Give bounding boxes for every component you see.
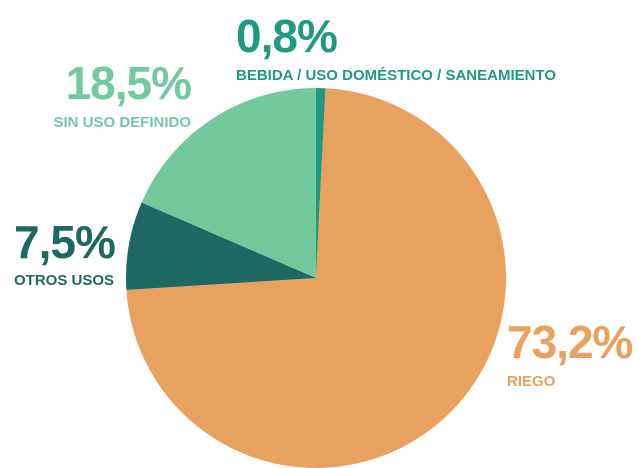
value-label: 7,5% (14, 216, 115, 268)
pie-slice (126, 88, 506, 468)
value-label: 0,8% (236, 10, 337, 62)
category-label: SIN USO DEFINIDO (53, 114, 191, 131)
pie-slice (126, 202, 317, 290)
value-label: 18,5% (66, 57, 192, 109)
category-label: RIEGO (507, 373, 556, 390)
value-label: 73,2% (507, 316, 633, 368)
pie-slice (316, 88, 326, 278)
category-label: BEBIDA / USO DOMÉSTICO / SANEAMIENTO (236, 67, 556, 84)
category-label: OTROS USOS (14, 272, 114, 289)
pie-slice (141, 88, 316, 278)
